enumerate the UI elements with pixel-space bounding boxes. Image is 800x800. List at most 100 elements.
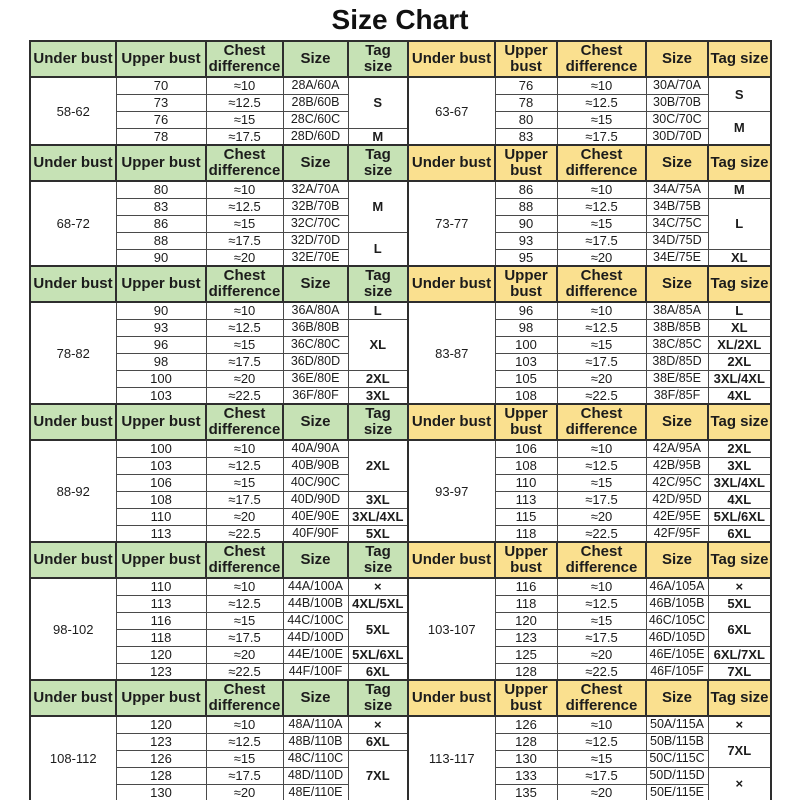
- size-table-left-body: Under bust Upper bust Chest difference Size…: [29, 40, 409, 800]
- col-header-size: Size: [282, 541, 349, 579]
- data-row: 115 ≈20 42E/95E 5XL/6XL: [408, 507, 772, 526]
- chest-difference-cell: ≈20: [556, 645, 647, 664]
- chest-difference-cell: ≈17.5: [556, 127, 647, 146]
- data-row: 110 ≈20 40E/90E 3XL/4XL: [30, 507, 409, 526]
- data-row: 90 ≈20 32E/70E: [30, 248, 408, 267]
- col-header-tag-size: Tag size: [347, 144, 409, 182]
- col-header-upper-bust: Upper bust: [115, 40, 207, 78]
- col-header-size: Size: [282, 144, 349, 182]
- upper-bust-cell: 126: [115, 749, 207, 768]
- data-row: 108 ≈12.5 42B/95B 3XL: [408, 456, 772, 475]
- chest-difference-cell: ≈10: [556, 577, 647, 596]
- col-header-upper-bust: Upper bust: [494, 541, 558, 579]
- section-header-row: Under bust Upper bust Chest difference Size…: [29, 403, 409, 441]
- tag-size-cell: M: [347, 127, 409, 146]
- col-header-tag-size: Tag size: [707, 265, 772, 303]
- chest-difference-cell: ≈20: [556, 783, 647, 800]
- size-cell: 36E/80E: [282, 369, 349, 388]
- chest-difference-cell: ≈10: [556, 715, 647, 734]
- upper-bust-cell: 78: [494, 93, 558, 112]
- col-header-under-bust: Under bust: [407, 541, 496, 579]
- upper-bust-cell: 113: [494, 490, 558, 509]
- col-header-size: Size: [282, 403, 349, 441]
- data-row: 113-117 126 ≈10 50A/115A ×: [407, 715, 772, 800]
- chest-difference-cell: ≈17.5: [556, 352, 647, 371]
- data-row: 118 ≈22.5 42F/95F 6XL: [408, 524, 772, 543]
- chest-difference-cell: ≈20: [205, 783, 284, 800]
- upper-bust-cell: 86: [115, 214, 207, 233]
- chest-difference-cell: ≈12.5: [556, 732, 647, 751]
- chest-difference-cell: ≈17.5: [205, 490, 284, 509]
- chest-difference-cell: ≈20: [205, 248, 284, 267]
- upper-bust-cell: 96: [115, 335, 207, 354]
- tag-size-cell: 7XL: [347, 749, 409, 800]
- section-header-row: Under bust Upper bust Chest difference Size…: [407, 144, 772, 182]
- size-cell: 30A/70A: [645, 76, 709, 95]
- tag-size-cell: 3XL: [347, 490, 409, 509]
- upper-bust-cell: 103: [115, 456, 207, 475]
- size-cell: 34A/75A: [645, 180, 709, 199]
- tag-size-cell: 6XL: [347, 662, 409, 681]
- chest-difference-cell: ≈20: [205, 507, 284, 526]
- col-header-tag-size: Tag size: [707, 679, 772, 717]
- data-row: 76 ≈15 28C/60C: [30, 110, 408, 129]
- data-row: 100 ≈15 38C/85C XL/2XL: [408, 335, 772, 354]
- size-cell: 44E/100E: [282, 645, 349, 664]
- tag-size-cell: L: [347, 231, 409, 267]
- chest-difference-cell: ≈15: [556, 473, 647, 492]
- data-row: 68-72 80 ≈10 32A/70A M: [29, 180, 409, 267]
- chest-difference-cell: ≈12.5: [205, 732, 284, 751]
- tag-size-cell: ×: [347, 577, 409, 596]
- upper-bust-cell: 100: [494, 335, 558, 354]
- col-header-chest-difference: Chest difference: [205, 541, 284, 579]
- data-row: 105 ≈20 38E/85E 3XL/4XL: [408, 369, 772, 388]
- section-header-row: Under bust Upper bust Chest difference Size…: [407, 265, 772, 303]
- col-header-under-bust: Under bust: [407, 403, 496, 441]
- size-cell: 32D/70D: [282, 231, 349, 250]
- data-row: 83-87 96 ≈10 38A/85A L: [407, 301, 772, 405]
- upper-bust-cell: 93: [494, 231, 558, 250]
- col-header-under-bust: Under bust: [29, 144, 117, 182]
- tag-size-cell: L: [347, 301, 409, 320]
- tag-size-cell: S: [707, 76, 772, 112]
- chest-difference-cell: ≈20: [556, 507, 647, 526]
- data-row: 93 ≈12.5 36B/80B XL: [30, 318, 409, 371]
- section-header-row: Under bust Upper bust Chest difference Size…: [407, 541, 772, 579]
- chest-difference-cell: ≈15: [556, 110, 647, 129]
- upper-bust-cell: 90: [494, 214, 558, 233]
- tag-size-cell: ×: [707, 577, 772, 596]
- col-header-tag-size: Tag size: [347, 265, 409, 303]
- upper-bust-cell: 110: [115, 507, 207, 526]
- data-row: 128 ≈22.5 46F/105F 7XL: [408, 662, 772, 681]
- size-cell: 50B/115B: [645, 732, 709, 751]
- size-cell: 42B/95B: [645, 456, 709, 475]
- under-bust-cell: 58-62: [29, 76, 117, 146]
- upper-bust-cell: 76: [494, 76, 558, 95]
- col-header-chest-difference: Chest difference: [556, 541, 647, 579]
- col-header-chest-difference: Chest difference: [556, 265, 647, 303]
- tag-size-cell: 6XL/7XL: [707, 645, 772, 664]
- col-header-chest-difference: Chest difference: [556, 403, 647, 441]
- page-title: Size Chart: [331, 4, 469, 35]
- size-cell: 32A/70A: [282, 180, 349, 199]
- chest-difference-cell: ≈17.5: [205, 628, 284, 647]
- data-row: 78 ≈12.5 30B/70B: [408, 93, 771, 112]
- size-cell: 30D/70D: [645, 127, 709, 146]
- col-header-chest-difference: Chest difference: [205, 403, 284, 441]
- col-header-upper-bust: Upper bust: [115, 679, 207, 717]
- col-header-tag-size: Tag size: [707, 40, 772, 78]
- size-cell: 36B/80B: [282, 318, 349, 337]
- chest-difference-cell: ≈15: [205, 335, 284, 354]
- upper-bust-cell: 130: [115, 783, 207, 800]
- tables-container: Under bust Upper bust Chest difference Size…: [0, 40, 800, 800]
- col-header-upper-bust: Upper bust: [494, 679, 558, 717]
- data-row: 118 ≈17.5 44D/100D: [30, 628, 408, 647]
- under-bust-cell: 68-72: [29, 180, 117, 267]
- size-cell: 30C/70C: [645, 110, 709, 129]
- size-table-right-body: Under bust Upper bust Chest difference Size…: [407, 40, 772, 800]
- size-cell: 28C/60C: [282, 110, 349, 129]
- col-header-under-bust: Under bust: [407, 265, 496, 303]
- upper-bust-cell: 113: [115, 524, 207, 543]
- chest-difference-cell: ≈22.5: [556, 662, 647, 681]
- chest-difference-cell: ≈22.5: [556, 386, 647, 405]
